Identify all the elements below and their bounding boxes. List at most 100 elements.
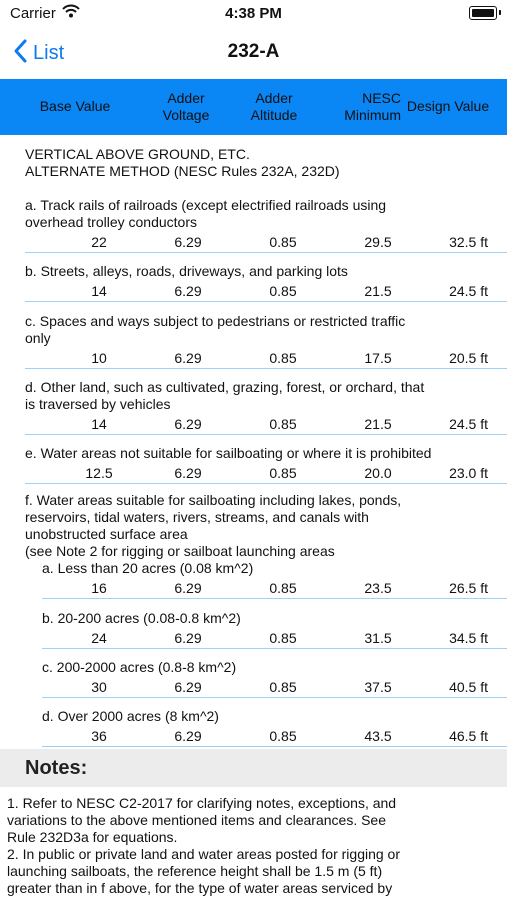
back-label: List: [33, 41, 65, 64]
nesc-minimum-cell: 21.5: [364, 416, 392, 432]
notes-body: 1. Refer to NESC C2-2017 for clarifying …: [7, 795, 502, 897]
row-divider: [25, 252, 507, 253]
design-value-cell: 23.0 ft: [449, 465, 488, 481]
row-values: 22 6.29 0.85 29.5 32.5 ft: [0, 232, 507, 252]
row-description: b. Streets, alleys, roads, driveways, an…: [25, 263, 348, 279]
nesc-minimum-cell: 21.5: [364, 283, 392, 299]
adder-voltage-cell: 6.29: [174, 234, 202, 250]
design-value-cell: 46.5 ft: [449, 728, 488, 744]
battery-icon: [469, 6, 497, 20]
clearance-table: VERTICAL ABOVE GROUND, ETC. ALTERNATE ME…: [0, 135, 507, 749]
row-description: unobstructed surface area: [25, 526, 188, 542]
header-adder-voltage: Adder Voltage: [162, 90, 210, 123]
row-description: is traversed by vehicles: [25, 396, 171, 412]
row-values: 24 6.29 0.85 31.5 34.5 ft: [0, 628, 507, 648]
battery-tip: [499, 10, 501, 15]
row-divider: [42, 697, 507, 698]
row-description: a. Track rails of railroads (except elec…: [25, 197, 387, 213]
adder-altitude-cell: 0.85: [269, 580, 297, 596]
nesc-minimum-cell: 29.5: [364, 234, 392, 250]
header-base-value: Base Value: [39, 98, 111, 114]
back-button[interactable]: List: [14, 38, 64, 68]
row-values: 12.5 6.29 0.85 20.0 23.0 ft: [0, 463, 507, 483]
row-description: (see Note 2 for rigging or sailboat laun…: [25, 543, 335, 559]
base-value-cell: 22: [91, 234, 107, 250]
row-values: 14 6.29 0.85 21.5 24.5 ft: [0, 414, 507, 434]
row-divider: [25, 301, 507, 302]
design-value-cell: 24.5 ft: [449, 283, 488, 299]
row-divider: [42, 598, 507, 599]
row-values: 14 6.29 0.85 21.5 24.5 ft: [0, 281, 507, 301]
row-description: d. Other land, such as cultivated, grazi…: [25, 379, 425, 395]
design-value-cell: 34.5 ft: [449, 630, 488, 646]
row-description: d. Over 2000 acres (8 km^2): [42, 708, 219, 724]
intro-line-1: VERTICAL ABOVE GROUND, ETC.: [25, 146, 250, 162]
row-description: c. 200-2000 acres (0.8-8 km^2): [42, 659, 237, 675]
base-value-cell: 24: [91, 630, 107, 646]
adder-altitude-cell: 0.85: [269, 416, 297, 432]
adder-voltage-cell: 6.29: [174, 580, 202, 596]
adder-voltage-cell: 6.29: [174, 416, 202, 432]
adder-voltage-cell: 6.29: [174, 679, 202, 695]
row-description: e. Water areas not suitable for sailboat…: [25, 445, 432, 461]
design-value-cell: 40.5 ft: [449, 679, 488, 695]
adder-altitude-cell: 0.85: [269, 465, 297, 481]
header-adder-altitude: Adder Altitude: [250, 90, 298, 123]
base-value-cell: 16: [91, 580, 107, 596]
intro-line-2: ALTERNATE METHOD (NESC Rules 232A, 232D): [25, 163, 340, 179]
adder-altitude-cell: 0.85: [269, 679, 297, 695]
row-values: 16 6.29 0.85 23.5 26.5 ft: [0, 578, 507, 598]
row-values: 36 6.29 0.85 43.5 46.5 ft: [0, 726, 507, 746]
row-subdescription: a. Less than 20 acres (0.08 km^2): [42, 560, 254, 576]
base-value-cell: 36: [91, 728, 107, 744]
notes-line: Rule 232D3a for equations.: [7, 829, 178, 845]
base-value-cell: 12.5: [85, 465, 113, 481]
adder-voltage-cell: 6.29: [174, 630, 202, 646]
row-description: f. Water areas suitable for sailboating …: [25, 492, 402, 508]
design-value-cell: 26.5 ft: [449, 580, 488, 596]
row-divider: [42, 648, 507, 649]
row-divider: [25, 368, 507, 369]
status-bar: Carrier 4:38 PM: [0, 0, 507, 28]
row-description: reservoirs, tidal waters, rivers, stream…: [25, 509, 369, 525]
adder-altitude-cell: 0.85: [269, 728, 297, 744]
notes-title: Notes:: [25, 757, 88, 779]
adder-altitude-cell: 0.85: [269, 630, 297, 646]
nesc-minimum-cell: 37.5: [364, 679, 392, 695]
design-value-cell: 24.5 ft: [449, 416, 488, 432]
adder-altitude-cell: 0.85: [269, 283, 297, 299]
header-design-value: Design Value: [406, 98, 490, 114]
wifi-icon: [62, 4, 80, 23]
status-time: 4:38 PM: [225, 5, 282, 22]
row-divider: [25, 483, 507, 484]
carrier-label: Carrier: [10, 5, 56, 22]
row-values: 10 6.29 0.85 17.5 20.5 ft: [0, 348, 507, 368]
notes-line: 1. Refer to NESC C2-2017 for clarifying …: [7, 795, 397, 811]
notes-line: launching sailboats, the reference heigh…: [7, 863, 383, 879]
row-values: 30 6.29 0.85 37.5 40.5 ft: [0, 677, 507, 697]
row-divider: [42, 746, 507, 747]
design-value-cell: 32.5 ft: [449, 234, 488, 250]
adder-altitude-cell: 0.85: [269, 350, 297, 366]
header-nesc-minimum: NESC Minimum: [344, 90, 401, 123]
base-value-cell: 30: [91, 679, 107, 695]
nesc-minimum-cell: 43.5: [364, 728, 392, 744]
nesc-minimum-cell: 31.5: [364, 630, 392, 646]
notes-line: 2. In public or private land and water a…: [7, 846, 401, 862]
adder-voltage-cell: 6.29: [174, 283, 202, 299]
adder-voltage-cell: 6.29: [174, 350, 202, 366]
design-value-cell: 20.5 ft: [449, 350, 488, 366]
row-description: overhead trolley conductors: [25, 214, 197, 230]
navigation-bar: List 232-A: [0, 28, 507, 78]
nesc-minimum-cell: 23.5: [364, 580, 392, 596]
row-description: b. 20-200 acres (0.08-0.8 km^2): [42, 610, 241, 626]
row-description: c. Spaces and ways subject to pedestrian…: [25, 313, 406, 329]
notes-line: variations to the above mentioned items …: [7, 812, 387, 828]
adder-voltage-cell: 6.29: [174, 728, 202, 744]
adder-altitude-cell: 0.85: [269, 234, 297, 250]
base-value-cell: 14: [91, 283, 107, 299]
notes-line: greater than in f above, for the type of…: [7, 880, 393, 896]
page-title: 232-A: [227, 41, 280, 62]
base-value-cell: 10: [91, 350, 107, 366]
chevron-left-icon: [14, 39, 27, 68]
